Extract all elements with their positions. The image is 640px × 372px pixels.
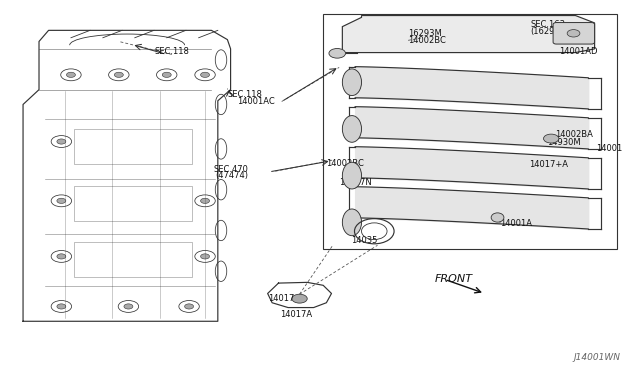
- Text: J14001WN: J14001WN: [573, 353, 620, 362]
- Circle shape: [567, 30, 580, 37]
- FancyBboxPatch shape: [553, 23, 595, 44]
- Circle shape: [67, 72, 76, 77]
- Text: 14002BA: 14002BA: [555, 130, 593, 140]
- Text: 14017A: 14017A: [280, 311, 312, 320]
- Circle shape: [200, 198, 209, 203]
- Text: 14001AC: 14001AC: [237, 97, 275, 106]
- Text: (47474): (47474): [216, 171, 248, 180]
- Text: 14001AD: 14001AD: [559, 47, 598, 56]
- Ellipse shape: [491, 213, 504, 222]
- Circle shape: [543, 134, 559, 143]
- Text: 14002BC: 14002BC: [326, 158, 364, 167]
- Circle shape: [57, 139, 66, 144]
- Circle shape: [115, 72, 124, 77]
- Polygon shape: [342, 16, 595, 52]
- Circle shape: [124, 304, 133, 309]
- Circle shape: [200, 254, 209, 259]
- Ellipse shape: [342, 116, 362, 142]
- Text: (16298M): (16298M): [531, 26, 571, 36]
- Circle shape: [292, 294, 307, 303]
- Text: SEC.470: SEC.470: [214, 165, 248, 174]
- Text: 14001: 14001: [596, 144, 622, 153]
- Circle shape: [57, 304, 66, 309]
- Text: 14035: 14035: [351, 236, 378, 246]
- Text: 14017: 14017: [269, 294, 295, 303]
- Ellipse shape: [342, 162, 362, 189]
- Text: 14002BC: 14002BC: [408, 36, 446, 45]
- Circle shape: [163, 72, 172, 77]
- Text: 14001A: 14001A: [500, 219, 532, 228]
- Text: 14017+A: 14017+A: [529, 160, 568, 169]
- Text: SEC.118: SEC.118: [227, 90, 262, 99]
- Ellipse shape: [342, 209, 362, 235]
- Circle shape: [57, 254, 66, 259]
- Text: 16293M: 16293M: [408, 29, 442, 38]
- Text: 14017N: 14017N: [339, 178, 372, 187]
- Text: SEC.163: SEC.163: [531, 20, 566, 29]
- Circle shape: [57, 198, 66, 203]
- Text: SEC.118: SEC.118: [154, 47, 189, 56]
- Circle shape: [200, 72, 209, 77]
- Text: 14930M: 14930M: [547, 138, 580, 147]
- Text: FRONT: FRONT: [435, 275, 473, 284]
- Circle shape: [329, 48, 346, 58]
- Circle shape: [184, 304, 193, 309]
- Ellipse shape: [342, 69, 362, 96]
